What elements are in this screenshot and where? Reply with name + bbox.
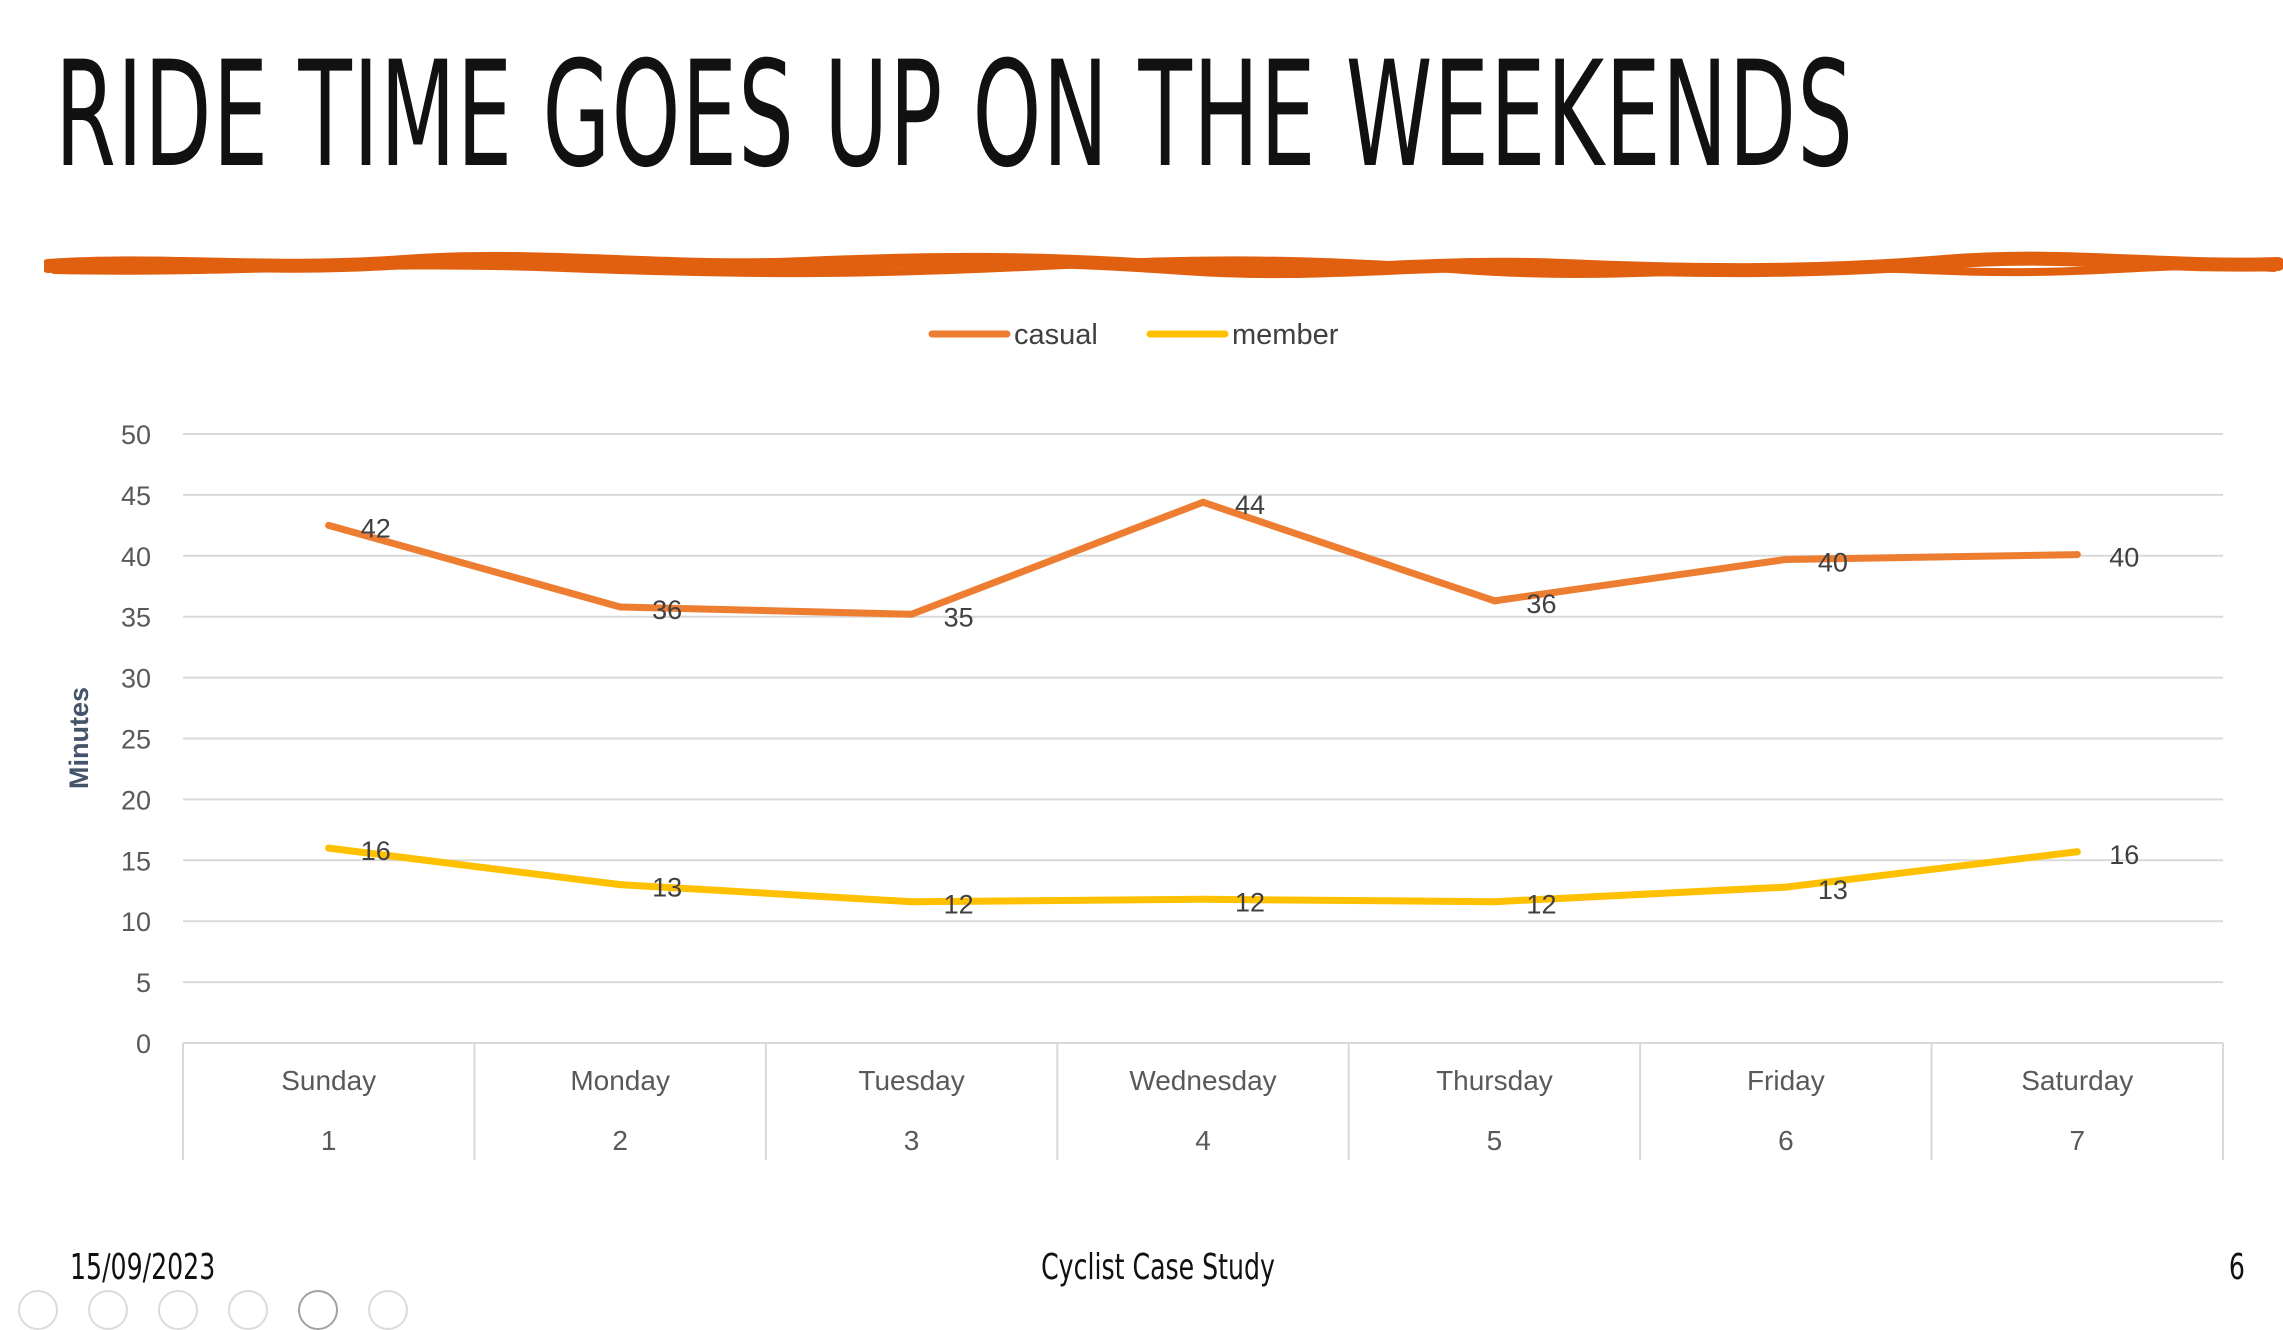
x-tick-label: Thursday (1436, 1065, 1553, 1096)
series-line-casual (325, 498, 2081, 618)
slide-title: RIDE TIME GOES UP ON THE WEEKENDS (55, 30, 1855, 200)
data-point-member (908, 898, 916, 906)
data-label-casual: 40 (1818, 547, 1848, 577)
x-tick-number: 5 (1487, 1125, 1503, 1156)
data-label-member: 13 (1818, 875, 1848, 905)
x-tick-number: 4 (1195, 1125, 1211, 1156)
y-axis-ticks: 0 5 10 15 20 25 30 35 40 45 50 (121, 420, 151, 1059)
data-label-casual: 36 (1526, 589, 1556, 619)
x-tick-label: Sunday (281, 1065, 376, 1096)
x-tick-number: 2 (612, 1125, 628, 1156)
y-tick-label: 35 (121, 603, 151, 633)
data-label-casual: 35 (944, 602, 974, 632)
chart-gridlines (183, 433, 2223, 1044)
data-point-casual (1490, 597, 1498, 605)
data-label-member: 12 (1526, 890, 1556, 920)
x-axis: Sunday 1 Monday 2 Tuesday 3 Wednesday 4 Thursday… (182, 1042, 2224, 1160)
data-point-casual (616, 603, 624, 611)
data-point-casual (2073, 551, 2081, 559)
data-label-member: 12 (1235, 887, 1265, 917)
data-label-member: 16 (361, 836, 391, 866)
brush-stroke-divider (44, 251, 2283, 279)
data-label-casual: 44 (1235, 490, 1265, 520)
y-tick-label: 45 (121, 481, 151, 511)
data-point-casual (908, 610, 916, 618)
chart-series (325, 498, 2081, 906)
chart-data-labels: 42 36 35 44 36 40 40 16 13 12 12 12 13 16 (361, 490, 2140, 920)
footer-title: Cyclist Case Study (1041, 1247, 1275, 1288)
chart-legend: casual member (928, 319, 1339, 351)
y-axis-title: Minutes (64, 687, 94, 789)
previous-slide-icon[interactable] (88, 1290, 128, 1330)
data-label-casual: 42 (361, 513, 391, 543)
data-label-member: 16 (2109, 840, 2139, 870)
data-label-casual: 40 (2109, 543, 2139, 573)
data-point-member (1490, 898, 1498, 906)
x-tick-label: Saturday (2021, 1065, 2133, 1096)
series-line-member (325, 844, 2081, 906)
legend-label-member: member (1232, 319, 1339, 351)
x-tick-label: Monday (570, 1065, 670, 1096)
legend-label-casual: casual (1014, 319, 1098, 351)
next-slide-icon[interactable] (158, 1290, 198, 1330)
x-tick-number: 6 (1778, 1125, 1794, 1156)
x-tick-number: 1 (321, 1125, 337, 1156)
zoom-icon[interactable] (298, 1290, 338, 1330)
y-tick-label: 30 (121, 664, 151, 694)
data-label-member: 12 (944, 890, 974, 920)
more-options-icon[interactable] (368, 1290, 408, 1330)
grid-icon[interactable] (228, 1290, 268, 1330)
x-tick-label: Friday (1747, 1065, 1825, 1096)
data-point-casual (1782, 555, 1790, 563)
data-point-member (325, 844, 333, 852)
footer-date: 15/09/2023 (70, 1247, 216, 1288)
data-point-member (1199, 895, 1207, 903)
y-tick-label: 25 (121, 725, 151, 755)
x-tick-label: Tuesday (858, 1065, 964, 1096)
data-point-casual (325, 521, 333, 529)
data-point-member (2073, 848, 2081, 856)
data-label-member: 13 (652, 873, 682, 903)
pen-icon[interactable] (18, 1290, 58, 1330)
y-tick-label: 15 (121, 846, 151, 876)
x-tick-label: Wednesday (1129, 1065, 1276, 1096)
y-tick-label: 40 (121, 542, 151, 572)
data-point-member (616, 881, 624, 889)
slide-controls[interactable] (18, 1290, 408, 1330)
x-tick-number: 3 (904, 1125, 920, 1156)
data-label-casual: 36 (652, 595, 682, 625)
slide-number: 6 (2228, 1247, 2245, 1288)
y-tick-label: 50 (121, 420, 151, 450)
x-tick-number: 7 (2069, 1125, 2085, 1156)
y-tick-label: 10 (121, 907, 151, 937)
y-tick-label: 5 (136, 968, 151, 998)
y-tick-label: 20 (121, 785, 151, 815)
data-point-member (1782, 883, 1790, 891)
y-tick-label: 0 (136, 1029, 151, 1059)
data-point-casual (1199, 498, 1207, 506)
